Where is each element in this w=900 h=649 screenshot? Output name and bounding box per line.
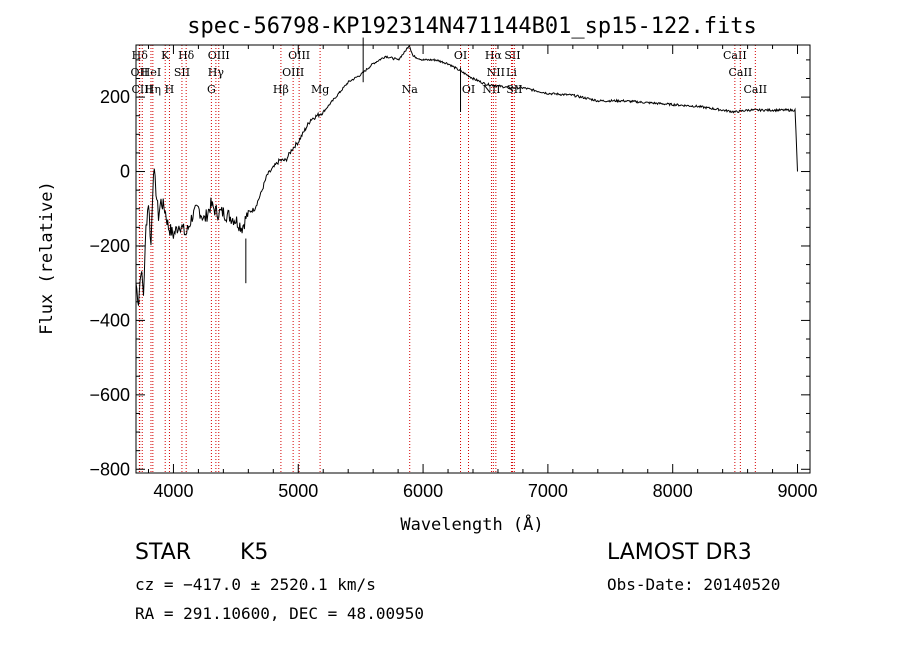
chart-title: spec-56798-KP192314N471144B01_sp15-122.f… [187,14,757,39]
x-axis-label: Wavelength (Å) [400,513,543,535]
emission-line-label: CaII [723,49,747,62]
emission-line-label: OIII [282,66,304,79]
emission-line-label: Hγ [208,66,225,79]
x-tick-label: 5000 [278,481,318,501]
object-subclass: K5 [240,540,269,565]
x-tick-label: 8000 [653,481,693,501]
y-tick-label: −200 [89,236,130,256]
emission-line-label: HeI [141,66,161,79]
y-axis-label: Flux (relative) [37,181,57,335]
redshift-value: cz = −417.0 ± 2520.1 km/s [135,575,376,594]
emission-line-label: Hδ [178,49,195,62]
emission-line-label: Li [506,66,517,79]
x-tick-label: 6000 [403,481,443,501]
emission-line-label: Hβ [273,83,289,96]
emission-line-label: OIII [208,49,230,62]
coordinates: RA = 291.10600, DEC = 48.00950 [135,604,424,623]
emission-line-label: CaII [743,83,767,96]
emission-line-label: Hα [485,49,503,62]
survey-label: LAMOST DR3 [607,540,752,565]
obs-date: Obs-Date: 20140520 [607,575,781,594]
y-tick-label: −400 [89,310,130,330]
y-tick-label: 200 [100,87,130,107]
emission-line-label: OI [462,83,475,96]
y-tick-label: 0 [120,162,130,182]
emission-line-label: OIII [288,49,310,62]
spectrum-line [135,44,798,306]
emission-line-label: OI [454,49,467,62]
emission-line-label: SII [174,66,190,79]
emission-line-label: Hη [145,83,161,96]
x-tick-label: 9000 [777,481,817,501]
emission-line-label: CaII [729,66,753,79]
emission-line-label: SII [504,49,520,62]
emission-line-label: OII [131,66,149,79]
emission-line-label: H [165,83,175,96]
emission-line-label: CIII [132,83,153,96]
emission-line-label: Mg [311,83,329,96]
emission-line-label: Na [402,83,419,96]
emission-line-label: SII [506,83,522,96]
axes-frame [135,44,811,474]
emission-line-label: G [207,83,216,96]
object-class: STAR [135,540,192,565]
emission-line-label: K [161,49,170,62]
emission-line-label: NII [487,66,505,79]
x-tick-label: 4000 [153,481,193,501]
x-tick-label: 7000 [528,481,568,501]
y-tick-label: −800 [89,459,130,479]
y-tick-label: −600 [89,385,130,405]
